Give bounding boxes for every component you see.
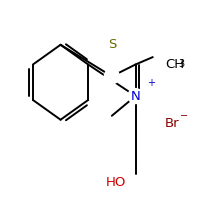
Text: −: − bbox=[180, 111, 188, 121]
Circle shape bbox=[104, 69, 119, 84]
Text: 3: 3 bbox=[178, 59, 184, 69]
Circle shape bbox=[128, 89, 143, 104]
Text: S: S bbox=[108, 38, 116, 51]
Circle shape bbox=[153, 43, 173, 63]
Text: CH: CH bbox=[165, 58, 184, 71]
Text: N: N bbox=[131, 90, 140, 103]
Circle shape bbox=[128, 175, 143, 190]
Text: +: + bbox=[147, 78, 155, 88]
Text: Br: Br bbox=[165, 117, 180, 130]
Text: HO: HO bbox=[105, 176, 126, 189]
